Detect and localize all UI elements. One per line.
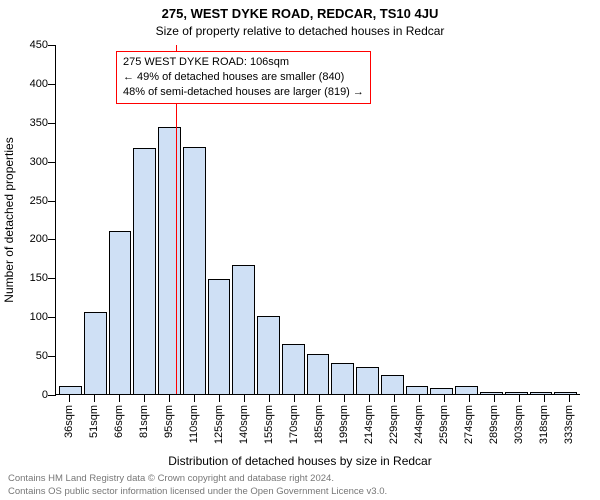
x-tick xyxy=(369,394,370,402)
x-tick xyxy=(394,394,395,402)
x-tick-label: 95sqm xyxy=(163,405,175,438)
histogram-bar xyxy=(158,127,181,394)
x-tick xyxy=(544,394,545,402)
x-tick-label: 155sqm xyxy=(263,405,275,444)
histogram-bar xyxy=(505,392,528,394)
annotation-line: 275 WEST DYKE ROAD: 106sqm xyxy=(123,55,364,70)
y-tick xyxy=(48,201,56,202)
x-tick xyxy=(444,394,445,402)
x-tick-label: 110sqm xyxy=(188,405,200,443)
x-tick-label: 244sqm xyxy=(413,405,425,444)
x-axis-label: Distribution of detached houses by size … xyxy=(0,454,600,468)
x-tick-label: 36sqm xyxy=(63,405,75,438)
histogram-bar xyxy=(232,265,255,394)
y-tick-label: 250 xyxy=(8,195,48,207)
x-tick-label: 185sqm xyxy=(313,405,325,444)
x-tick xyxy=(569,394,570,402)
annotation-box: 275 WEST DYKE ROAD: 106sqm ← 49% of deta… xyxy=(116,51,371,104)
histogram-bar xyxy=(381,375,404,394)
footer-line: Contains HM Land Registry data © Crown c… xyxy=(8,473,387,485)
footer-attribution: Contains HM Land Registry data © Crown c… xyxy=(8,473,387,498)
histogram-bar xyxy=(307,354,330,394)
footer-line: Contains OS public sector information li… xyxy=(8,486,387,498)
histogram-bar xyxy=(406,386,429,394)
x-tick xyxy=(269,394,270,402)
y-tick-label: 0 xyxy=(8,389,48,401)
x-tick-label: 303sqm xyxy=(513,405,525,444)
histogram-bar xyxy=(530,392,553,394)
annotation-line: 48% of semi-detached houses are larger (… xyxy=(123,85,364,100)
histogram-bar xyxy=(84,312,107,394)
y-tick xyxy=(48,395,56,396)
y-tick-label: 400 xyxy=(8,78,48,90)
y-tick-label: 150 xyxy=(8,272,48,284)
histogram-bar xyxy=(109,231,132,394)
histogram-bar xyxy=(480,392,503,394)
x-tick xyxy=(119,394,120,402)
x-tick xyxy=(244,394,245,402)
y-tick xyxy=(48,84,56,85)
x-tick-label: 274sqm xyxy=(463,405,475,444)
histogram-bar xyxy=(59,386,82,394)
x-tick xyxy=(169,394,170,402)
x-tick xyxy=(519,394,520,402)
histogram-bar xyxy=(331,363,354,394)
title-address: 275, WEST DYKE ROAD, REDCAR, TS10 4JU xyxy=(0,6,600,21)
x-tick xyxy=(69,394,70,402)
x-tick-label: 66sqm xyxy=(113,405,125,438)
x-tick xyxy=(319,394,320,402)
x-tick-label: 199sqm xyxy=(338,405,350,444)
plot-area: 275 WEST DYKE ROAD: 106sqm ← 49% of deta… xyxy=(55,45,580,395)
histogram-bar xyxy=(356,367,379,394)
x-tick-label: 51sqm xyxy=(88,405,100,438)
x-tick xyxy=(419,394,420,402)
x-tick-label: 259sqm xyxy=(438,405,450,444)
histogram-bar xyxy=(282,344,305,394)
x-tick xyxy=(194,394,195,402)
y-tick-label: 50 xyxy=(8,350,48,362)
x-tick xyxy=(294,394,295,402)
y-tick xyxy=(48,123,56,124)
histogram-bar xyxy=(554,392,577,394)
annotation-line: ← 49% of detached houses are smaller (84… xyxy=(123,70,364,85)
y-tick xyxy=(48,278,56,279)
y-tick xyxy=(48,317,56,318)
y-tick xyxy=(48,45,56,46)
x-tick-label: 289sqm xyxy=(488,405,500,444)
histogram-bar xyxy=(183,147,206,394)
y-tick xyxy=(48,162,56,163)
y-tick-label: 450 xyxy=(8,39,48,51)
x-tick-label: 214sqm xyxy=(363,405,375,444)
y-tick-label: 300 xyxy=(8,156,48,168)
title-subtitle: Size of property relative to detached ho… xyxy=(0,24,600,38)
x-tick-label: 333sqm xyxy=(563,405,575,444)
chart-container: 275, WEST DYKE ROAD, REDCAR, TS10 4JU Si… xyxy=(0,0,600,500)
y-tick-label: 100 xyxy=(8,311,48,323)
x-tick xyxy=(469,394,470,402)
histogram-bar xyxy=(430,388,453,394)
y-tick xyxy=(48,356,56,357)
y-tick-label: 200 xyxy=(8,233,48,245)
histogram-bar xyxy=(455,386,478,394)
histogram-bar xyxy=(257,316,280,394)
x-tick xyxy=(494,394,495,402)
x-tick-label: 81sqm xyxy=(138,405,150,438)
x-tick-label: 170sqm xyxy=(288,405,300,444)
y-tick xyxy=(48,239,56,240)
histogram-bar xyxy=(208,279,231,394)
histogram-bar xyxy=(133,148,156,394)
x-tick xyxy=(344,394,345,402)
y-tick-label: 350 xyxy=(8,117,48,129)
x-tick-label: 318sqm xyxy=(538,405,550,444)
x-tick xyxy=(144,394,145,402)
x-tick xyxy=(219,394,220,402)
x-tick-label: 140sqm xyxy=(238,405,250,444)
x-tick-label: 125sqm xyxy=(213,405,225,444)
x-tick xyxy=(94,394,95,402)
x-tick-label: 229sqm xyxy=(388,405,400,444)
